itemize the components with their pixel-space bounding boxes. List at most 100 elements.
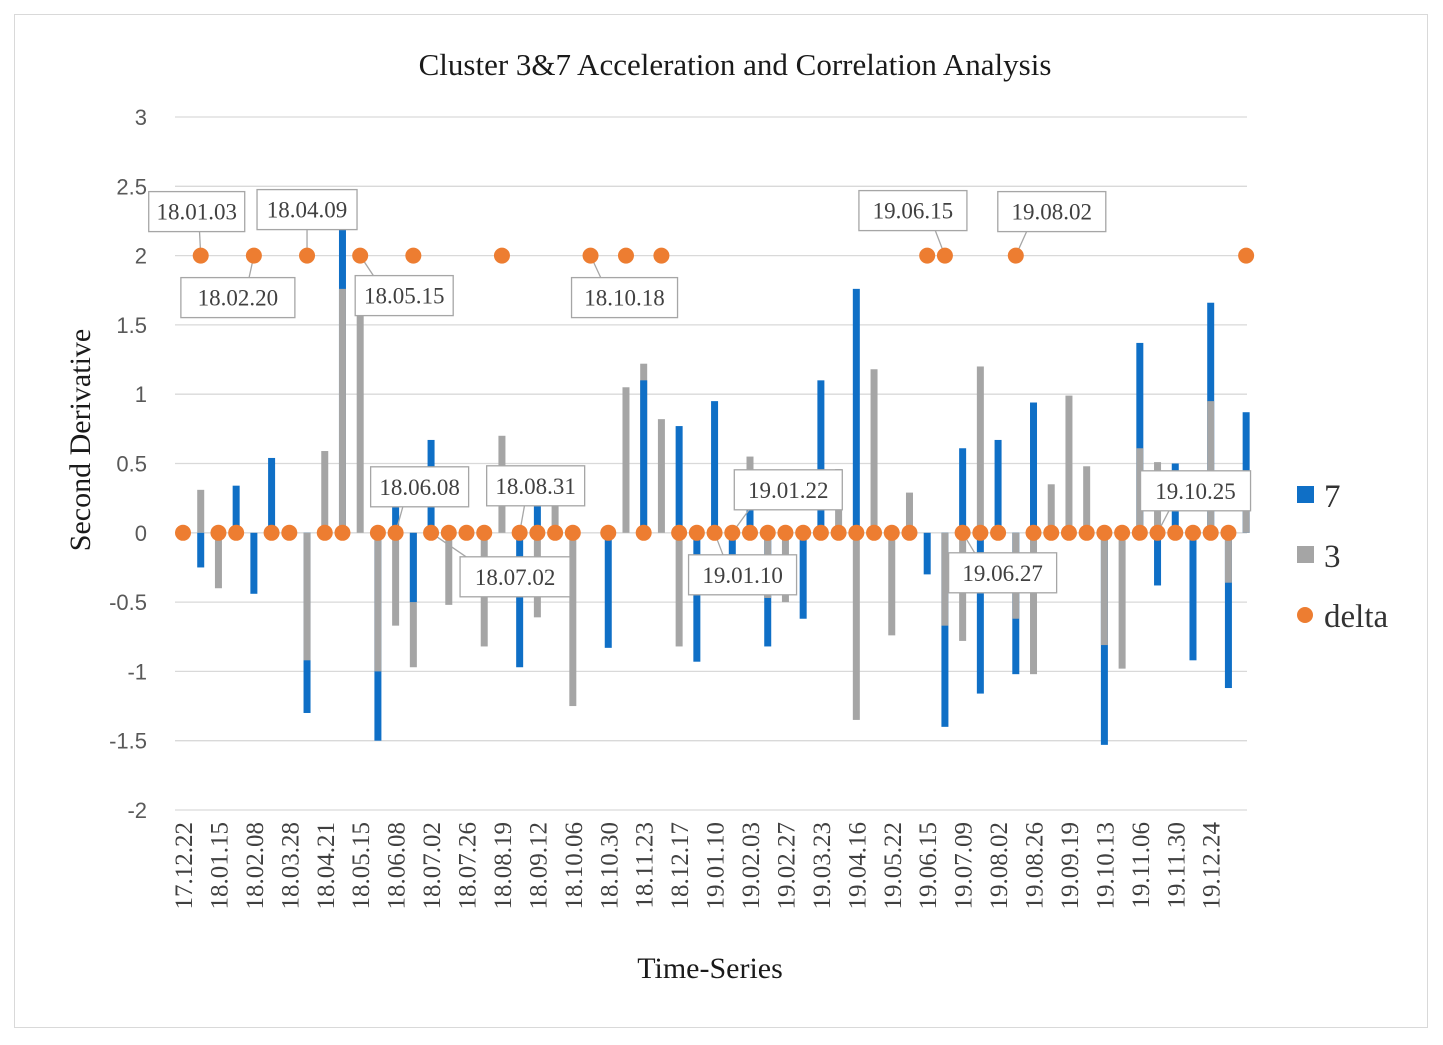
bar-series-7 (1154, 532, 1162, 586)
bar-series-3 (569, 532, 577, 707)
legend-swatch (1297, 486, 1314, 503)
bar-series-7 (1189, 532, 1197, 661)
bar-series-7 (941, 532, 949, 727)
delta-point (299, 247, 316, 264)
legend-swatch (1297, 607, 1313, 623)
delta-point (1202, 524, 1219, 541)
y-tick-label: 3 (135, 105, 147, 130)
x-tick-label: 18.08.19 (490, 822, 517, 910)
delta-point (316, 524, 333, 541)
bar-series-3 (657, 419, 665, 533)
delta-point (1007, 247, 1024, 264)
x-axis-title: Time-Series (637, 952, 783, 985)
delta-point (387, 524, 404, 541)
x-tick-label: 19.06.15 (915, 822, 942, 910)
bar-series-3 (551, 491, 559, 533)
bar-series-7 (250, 532, 258, 594)
legend-label: delta (1324, 599, 1388, 635)
bar-series-3 (374, 532, 382, 672)
callout-box (570, 276, 679, 319)
x-tick-label: 19.08.26 (1022, 822, 1049, 910)
bar-series-3 (852, 532, 860, 720)
bar-series-3 (392, 532, 400, 626)
bar-series-3 (888, 532, 896, 636)
bar-series-7 (232, 485, 240, 533)
bar-series-7 (923, 532, 931, 575)
bar-series-7 (516, 532, 524, 668)
callout-label: 18.02.20 (198, 286, 279, 311)
x-tick-label: 18.03.28 (277, 822, 304, 910)
delta-point (830, 524, 847, 541)
delta-point (901, 524, 918, 541)
delta-point (617, 247, 634, 264)
x-tick-label: 19.05.22 (880, 822, 907, 910)
delta-points (175, 247, 1255, 541)
delta-point (883, 524, 900, 541)
delta-point (529, 524, 546, 541)
delta-point (671, 524, 688, 541)
x-tick-label: 18.09.12 (525, 822, 552, 910)
delta-point (511, 524, 528, 541)
bar-series-3 (1100, 532, 1108, 646)
bar-series-7 (197, 532, 205, 568)
y-tick-label: -1.5 (109, 729, 147, 754)
y-tick-label: 0 (135, 521, 147, 546)
delta-point (812, 524, 829, 541)
callouts: 18.01.03 18.02.20 18.04.09 18.05.15 18.06.08… (148, 188, 1252, 598)
y-axis-title: Second Derivative (64, 329, 97, 551)
bar-series-3 (1083, 466, 1091, 533)
x-tick-label: 19.02.27 (773, 822, 800, 910)
bar-series-7 (799, 532, 807, 619)
delta-point (1096, 524, 1113, 541)
y-tick-label: 2 (135, 244, 147, 269)
delta-point (1025, 524, 1042, 541)
x-axis-ticks: 17.12.22 18.01.15 18.02.08 18.03.28 18.04.21… (171, 822, 1226, 910)
delta-point (1220, 524, 1237, 541)
y-tick-label: 1.5 (116, 313, 147, 338)
legend-label: 3 (1324, 539, 1341, 575)
bar-series-3 (870, 369, 878, 533)
delta-point (706, 524, 723, 541)
x-tick-label: 19.07.09 (951, 822, 978, 910)
y-axis-ticks: 3 2.5 2 1.5 1 0.5 0 -0.5 -1 -1.5 -2 (109, 105, 147, 823)
delta-point (369, 524, 386, 541)
y-tick-label: 1 (135, 382, 147, 407)
x-tick-label: 19.08.02 (986, 822, 1013, 910)
delta-point (1149, 524, 1166, 541)
bar-series-7 (675, 426, 683, 533)
callout-box (369, 466, 470, 508)
callout-label: 18.04.09 (267, 198, 348, 223)
bar-series-3 (1047, 484, 1055, 533)
delta-point (954, 524, 971, 541)
x-tick-label: 17.12.22 (171, 822, 198, 910)
callout-label: 18.05.15 (364, 284, 445, 309)
callout-label: 19.06.15 (873, 199, 954, 224)
callout-box (947, 552, 1058, 594)
callout-label: 18.08.31 (495, 474, 576, 499)
bar-series-3 (1207, 401, 1215, 533)
bar-series-3 (197, 489, 205, 533)
delta-point (653, 247, 670, 264)
x-tick-label: 18.02.08 (242, 822, 269, 910)
delta-point (175, 524, 191, 541)
callout-box (733, 469, 843, 511)
x-tick-label: 19.10.13 (1092, 822, 1119, 910)
y-tick-label: -1 (127, 659, 147, 684)
delta-point (688, 524, 705, 541)
delta-point (742, 524, 759, 541)
bar-series-3 (1065, 395, 1073, 533)
delta-point (759, 524, 776, 541)
delta-point (476, 524, 493, 541)
bar-series-7 (693, 532, 701, 662)
delta-point (777, 524, 794, 541)
callout-box (687, 554, 798, 596)
callout-label: 18.06.08 (379, 475, 460, 500)
delta-point (405, 247, 422, 264)
bar-series-7 (976, 532, 984, 694)
delta-point (600, 524, 617, 541)
delta-point (1238, 247, 1255, 264)
delta-point (281, 524, 298, 541)
bar-series-3 (941, 532, 949, 626)
bar-series-7 (604, 532, 612, 648)
delta-point (990, 524, 1007, 541)
